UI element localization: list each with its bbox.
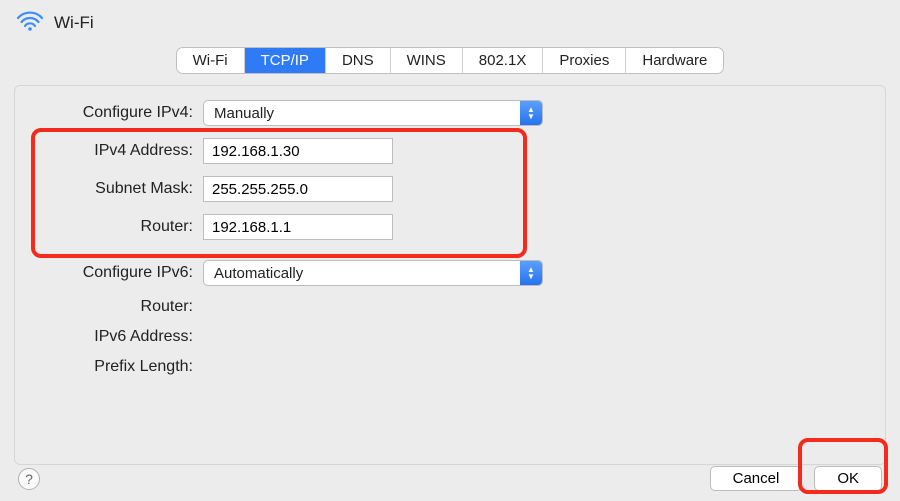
- row-router: Router:: [33, 214, 867, 240]
- tab-dns[interactable]: DNS: [326, 48, 391, 73]
- tab-bar: Wi-FiTCP/IPDNSWINS802.1XProxiesHardware: [0, 42, 900, 73]
- label-subnet-mask: Subnet Mask:: [33, 180, 203, 198]
- wifi-icon: [16, 10, 44, 36]
- row-prefix-length: Prefix Length:: [33, 358, 867, 376]
- label-prefix-length: Prefix Length:: [33, 358, 203, 376]
- window-title: Wi-Fi: [54, 13, 94, 33]
- tab-proxies[interactable]: Proxies: [543, 48, 626, 73]
- select-configure-ipv4[interactable]: Manually ▲▼: [203, 100, 543, 126]
- footer: ? Cancel OK: [0, 466, 900, 491]
- row-configure-ipv4: Configure IPv4: Manually ▲▼: [33, 100, 867, 126]
- tab-wins[interactable]: WINS: [391, 48, 463, 73]
- input-subnet-mask[interactable]: [203, 176, 393, 202]
- chevron-up-down-icon: ▲▼: [520, 261, 542, 285]
- tab-802-1x[interactable]: 802.1X: [463, 48, 544, 73]
- row-router-ipv6: Router:: [33, 298, 867, 316]
- select-configure-ipv6[interactable]: Automatically ▲▼: [203, 260, 543, 286]
- tab-tcp-ip[interactable]: TCP/IP: [245, 48, 326, 73]
- input-ipv4-address[interactable]: [203, 138, 393, 164]
- label-router-ipv6: Router:: [33, 298, 203, 316]
- label-ipv6-address: IPv6 Address:: [33, 328, 203, 346]
- label-router: Router:: [33, 218, 203, 236]
- row-subnet-mask: Subnet Mask:: [33, 176, 867, 202]
- label-configure-ipv4: Configure IPv4:: [33, 104, 203, 122]
- label-configure-ipv6: Configure IPv6:: [33, 264, 203, 282]
- row-ipv6-address: IPv6 Address:: [33, 328, 867, 346]
- ok-button[interactable]: OK: [814, 466, 882, 491]
- chevron-up-down-icon: ▲▼: [520, 101, 542, 125]
- tab-wi-fi[interactable]: Wi-Fi: [177, 48, 245, 73]
- input-router[interactable]: [203, 214, 393, 240]
- titlebar: Wi-Fi: [0, 0, 900, 42]
- select-configure-ipv4-value: Manually: [204, 101, 520, 125]
- label-ipv4-address: IPv4 Address:: [33, 142, 203, 160]
- help-icon: ?: [25, 471, 33, 487]
- wifi-settings-window: Wi-Fi Wi-FiTCP/IPDNSWINS802.1XProxiesHar…: [0, 0, 900, 501]
- select-configure-ipv6-value: Automatically: [204, 261, 520, 285]
- row-configure-ipv6: Configure IPv6: Automatically ▲▼: [33, 260, 867, 286]
- help-button[interactable]: ?: [18, 468, 40, 490]
- tab-hardware[interactable]: Hardware: [626, 48, 723, 73]
- row-ipv4-address: IPv4 Address:: [33, 138, 867, 164]
- tcpip-panel: Configure IPv4: Manually ▲▼ IPv4 Address…: [14, 85, 886, 465]
- cancel-button[interactable]: Cancel: [710, 466, 803, 491]
